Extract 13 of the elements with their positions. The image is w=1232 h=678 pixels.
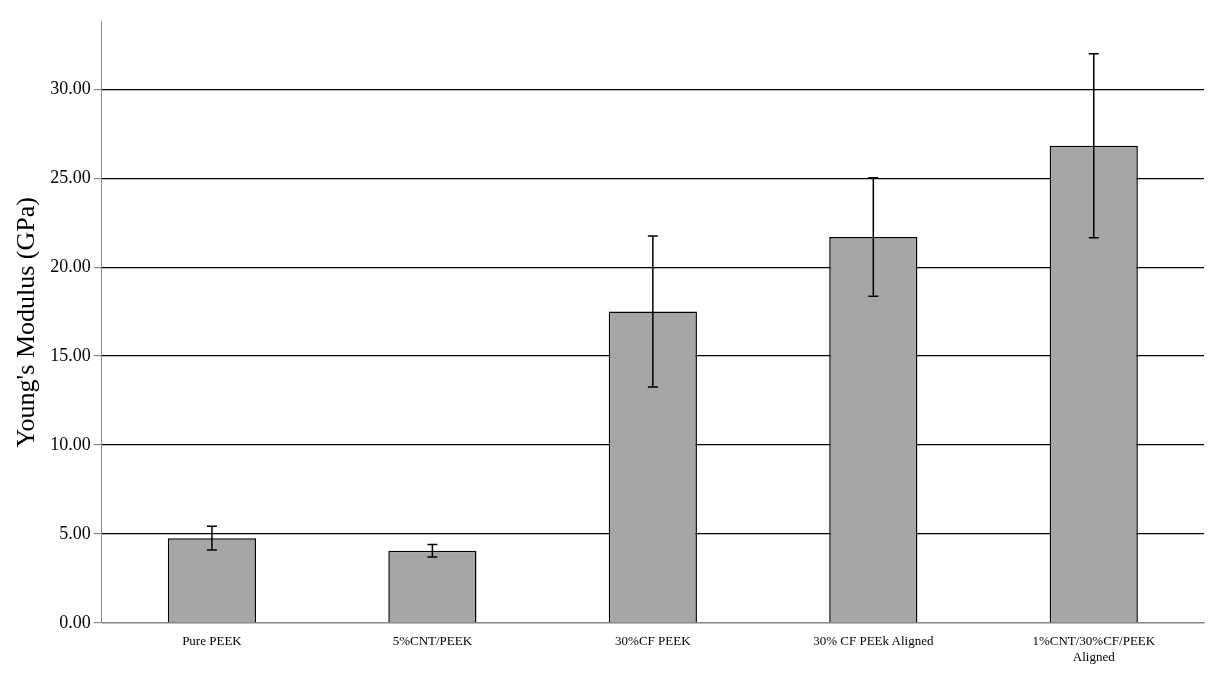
y-axis-title: Young's Modulus (GPa): [11, 197, 41, 448]
y-tick-label: 30.00: [50, 78, 91, 99]
x-tick-label: 30% CF PEEk Aligned: [813, 633, 934, 649]
y-tick-label: 5.00: [59, 522, 91, 543]
x-tick-label: 5%CNT/PEEK: [392, 633, 473, 649]
y-tick-label: 10.00: [50, 433, 91, 454]
x-tick-label: Pure PEEK: [182, 633, 243, 649]
x-tick-label: 30%CF PEEK: [615, 633, 692, 649]
y-tick-label: 0.00: [59, 611, 91, 632]
x-tick-label: 1%CNT/30%CF/PEEK Aligned: [1032, 633, 1156, 664]
y-tick-label: 25.00: [50, 167, 91, 188]
y-tick-label: 20.00: [50, 255, 91, 276]
y-tick-label: 15.00: [50, 344, 91, 365]
